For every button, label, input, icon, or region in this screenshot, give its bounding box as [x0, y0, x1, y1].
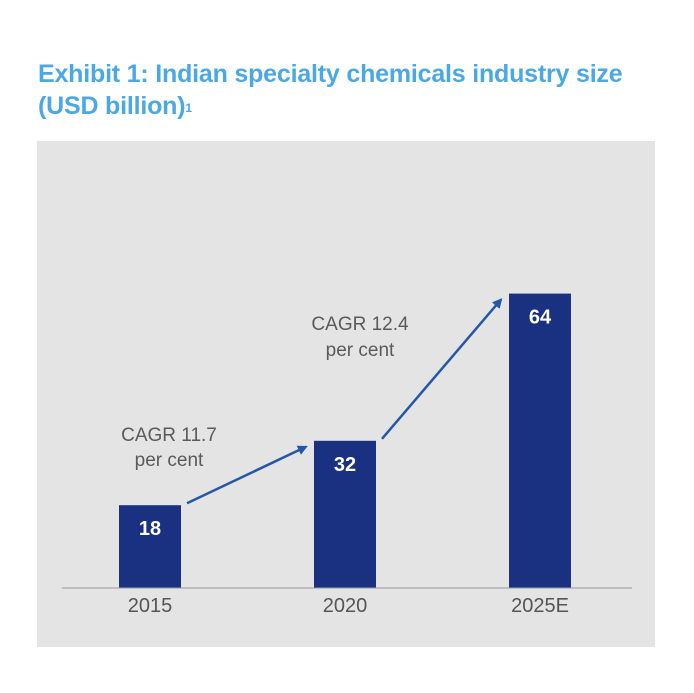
x-tick-label-2025e: 2025E: [511, 595, 569, 617]
cagr-annotation-1-line2: per cent: [135, 450, 204, 471]
cagr-annotation-2-line2: per cent: [326, 340, 395, 361]
x-tick-label-2020: 2020: [323, 595, 368, 617]
bar-2015: [119, 505, 181, 588]
bar-value-label-2020: 32: [334, 454, 356, 476]
bar-value-label-2015: 18: [139, 518, 161, 540]
chart-title: Exhibit 1: Indian specialty chemicals in…: [38, 58, 658, 122]
bar-2025e: [509, 293, 571, 588]
x-tick-label-2015: 2015: [128, 595, 173, 617]
bar-2020: [314, 440, 376, 588]
cagr-annotation-2-line1: CAGR 12.4: [311, 314, 409, 335]
chart-title-text: Exhibit 1: Indian specialty chemicals in…: [38, 60, 623, 120]
bar-value-label-2025e: 64: [529, 307, 552, 329]
footnote-marker: 1: [185, 101, 192, 115]
cagr-arrow-1: [186, 445, 308, 505]
cagr-arrow-2: [381, 298, 503, 440]
cagr-annotation-1-line1: CAGR 11.7: [121, 425, 217, 446]
